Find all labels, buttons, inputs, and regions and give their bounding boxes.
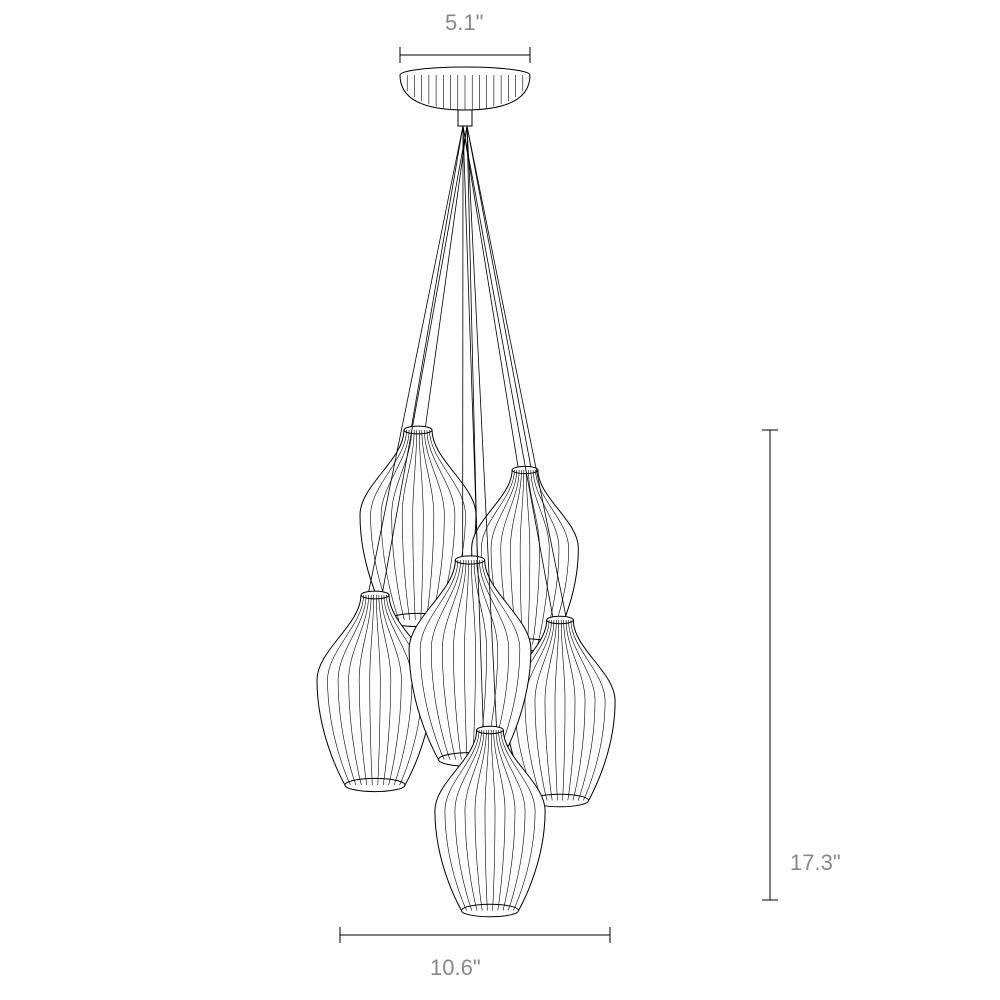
ceiling-canopy bbox=[400, 67, 530, 126]
dimension-bottom-label: 10.6" bbox=[430, 955, 481, 980]
dimension-top: 5.1" bbox=[400, 10, 530, 63]
dimension-right: 17.3" bbox=[762, 430, 841, 900]
pendant-shade bbox=[360, 126, 476, 627]
pendant-light-dimension-diagram: 5.1" 10.6" 17.3" bbox=[0, 0, 1000, 1000]
dimension-right-label: 17.3" bbox=[790, 850, 841, 875]
dimension-top-label: 5.1" bbox=[445, 10, 483, 35]
canopy-connector bbox=[458, 110, 472, 126]
dimension-bottom: 10.6" bbox=[340, 927, 610, 980]
